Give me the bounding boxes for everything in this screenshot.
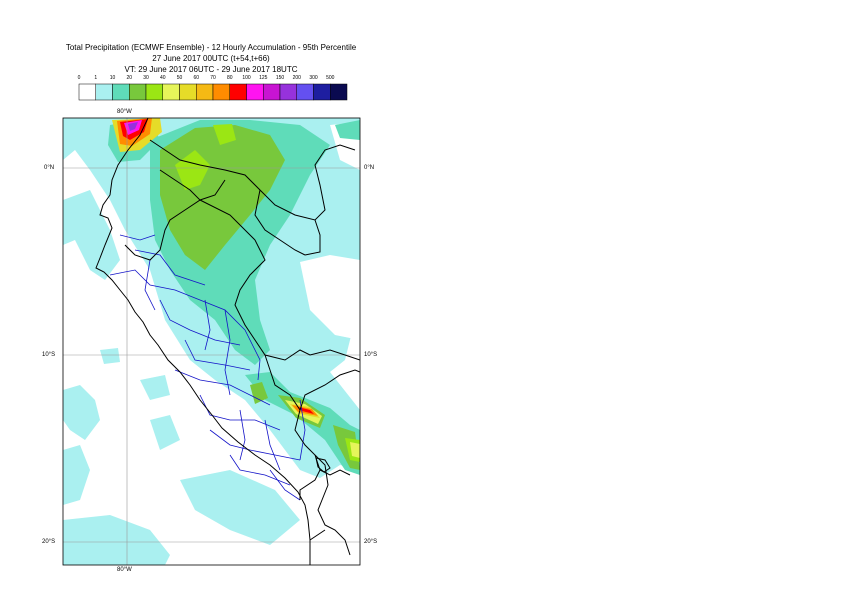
- admin-borders: [109, 234, 306, 501]
- lat-label-0n-left: 0°N: [44, 165, 55, 171]
- legend-swatch: [330, 83, 348, 101]
- legend-label: 0: [77, 75, 81, 81]
- legend-label: 300: [309, 75, 318, 81]
- legend-label: 125: [259, 75, 268, 81]
- legend-label: 500: [326, 75, 335, 81]
- lon-label-top: 80°W: [117, 109, 132, 115]
- lat-label-20s-left: 20°S: [42, 539, 56, 545]
- lat-label-10s-left: 10°S: [42, 352, 56, 358]
- chart-title: Total Precipitation (ECMWF Ensemble) - 1…: [65, 43, 357, 52]
- national-borders: [95, 118, 360, 565]
- legend-label: 1: [94, 75, 98, 81]
- legend-labels: 0 1 10 20 30 40 50 60 70 80 100 125 150 200 300 500: [60, 75, 380, 85]
- legend-label: 10: [109, 75, 116, 81]
- legend-label: 20: [126, 75, 133, 81]
- legend-label: 200: [292, 75, 301, 81]
- lat-label-10s-right: 10°S: [364, 352, 378, 358]
- legend-label: 30: [143, 75, 149, 81]
- legend-label: 100: [242, 75, 251, 81]
- lon-label-bottom: 80°W: [117, 567, 132, 573]
- run-time-label: 27 June 2017 00UTC (t+54,t+66): [152, 54, 270, 63]
- legend-label: 50: [176, 75, 183, 81]
- map-frame: [62, 117, 361, 566]
- lat-label-0n-right: 0°N: [364, 165, 375, 171]
- legend-label: 150: [275, 75, 285, 81]
- lat-label-20s-right: 20°S: [364, 539, 378, 545]
- valid-time-label: VT: 29 June 2017 06UTC - 29 June 2017 18…: [124, 65, 298, 74]
- legend-label: 40: [159, 75, 166, 81]
- legend-label: 80: [226, 75, 233, 81]
- legend-label: 70: [210, 75, 216, 81]
- legend-label: 60: [193, 75, 200, 81]
- precip-fields: [63, 118, 360, 565]
- color-legend: [78, 83, 348, 101]
